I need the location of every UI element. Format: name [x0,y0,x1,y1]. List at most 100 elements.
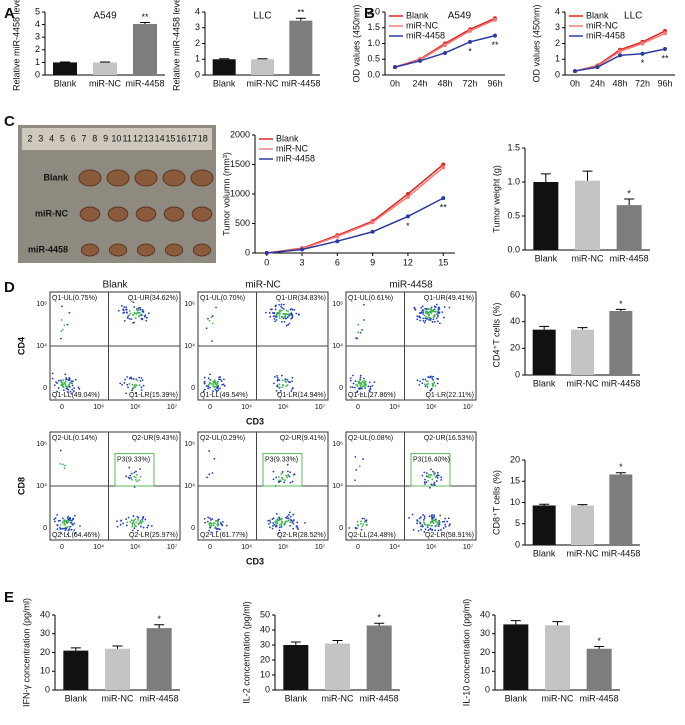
event-dot [77,386,80,389]
event-dot [135,378,138,381]
event-dot [275,313,278,316]
significance: * [468,46,472,56]
event-dot [433,481,436,484]
significance: ** [297,8,305,18]
event-dot [203,517,206,520]
event-dot [278,303,280,306]
event-dot [211,472,214,474]
event-dot [130,376,132,379]
quadrant-label: Q2-LR(25.97%) [129,532,178,539]
event-dot [138,376,141,379]
event-dot [216,530,218,533]
event-dot [365,383,367,386]
event-dot [422,311,425,314]
event-dot [205,327,208,330]
event-dot [373,381,376,384]
flow-x-tick: 10⁶ [278,544,289,551]
event-dot [447,517,450,520]
y-tick-label: 4 [35,19,40,29]
event-dot [213,381,216,384]
event-dot [422,518,425,521]
tumor [191,206,213,222]
event-dot [64,385,67,388]
event-dot [274,308,277,311]
event-dot [292,522,295,525]
y-axis-label: IFN-γ concentration (pg/ml) [21,598,31,707]
event-dot [430,388,433,391]
event-dot [123,305,126,308]
event-dot [443,316,445,319]
flow-x-label: CD3 [246,556,264,566]
event-dot [431,382,434,385]
y-tick-label: 2 [195,38,200,48]
quadrant-label: Q2-LL(64.46%) [52,532,100,539]
row-label: miR-NC [35,208,68,218]
event-dot [355,337,357,339]
event-dot [116,520,118,523]
significance: * [597,636,601,646]
event-dot [60,379,62,382]
event-dot [434,525,437,528]
event-dot [140,525,142,528]
x-tick-label: Blank [505,693,528,703]
event-dot [436,521,439,524]
event-dot [210,518,212,521]
event-dot [142,384,145,387]
event-dot [429,319,432,322]
event-dot [424,378,427,381]
legend-label: Blank [406,10,429,20]
event-dot [222,378,225,381]
gate-label: P3(9.33%) [117,456,150,463]
event-dot [433,310,436,313]
event-dot [140,386,143,389]
x-tick-label: miR-4458 [610,253,649,263]
event-dot [419,319,422,322]
event-dot [210,523,213,525]
event-dot [136,480,139,483]
flow-y-tick: 0 [43,385,47,392]
ruler-number: 11 [123,133,132,143]
event-dot [66,323,69,326]
y-tick-label: 1.5 [507,142,520,152]
event-dot [288,314,291,317]
event-dot [70,392,73,395]
panel-letter: A [4,5,15,22]
event-dot [368,381,371,384]
event-dot [437,529,440,532]
event-dot [428,308,431,310]
event-dot [280,473,283,475]
event-dot [287,474,290,477]
event-dot [67,388,70,391]
y-axis-label: OD values (450nm) [531,4,541,82]
series-line [266,166,444,254]
event-dot [429,486,431,489]
error-bar [582,170,593,181]
event-dot [74,514,76,517]
y-axis-label: CD8⁺T cells (%) [491,470,501,535]
event-dot [57,387,60,389]
event-dot [132,519,135,522]
event-dot [271,308,273,311]
event-dot [438,311,441,314]
event-dot [354,455,357,458]
event-dot [66,385,69,388]
event-dot [431,514,434,517]
event-dot [137,523,140,526]
y-tick-label: 40 [510,316,520,326]
event-dot [363,377,365,380]
event-dot [279,479,281,482]
event-dot [438,306,440,309]
event-dot [131,389,133,392]
event-dot [213,522,216,525]
event-dot [443,520,446,523]
event-dot [61,517,64,520]
event-dot [421,305,424,308]
event-dot [449,523,451,526]
event-dot [214,379,216,382]
event-dot [67,518,70,521]
event-dot [203,376,206,379]
y-tick-label: 1.0 [367,38,380,48]
event-dot [71,382,73,385]
event-dot [128,317,131,320]
quadrant-label: Q1-LR(14.94%) [277,392,326,399]
